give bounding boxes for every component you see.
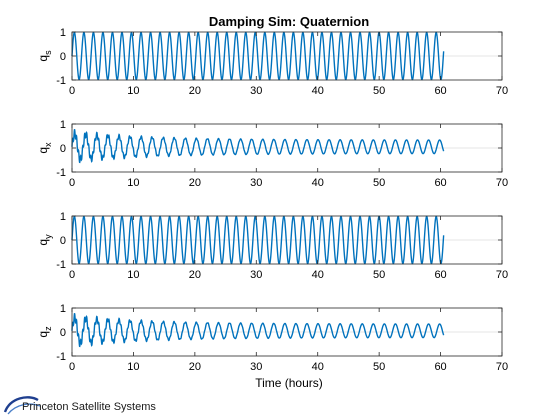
x-tick-label: 20 xyxy=(189,269,201,281)
y-tick-label: -1 xyxy=(56,75,66,87)
y-tick-label: 1 xyxy=(60,119,66,131)
x-tick-label: 70 xyxy=(496,361,508,373)
company-logo: Princeton Satellite Systems xyxy=(2,392,162,418)
y-axis-label: qs xyxy=(36,50,53,62)
y-tick-label: 0 xyxy=(60,143,66,155)
x-tick-label: 60 xyxy=(434,177,446,189)
x-tick-label: 50 xyxy=(373,269,385,281)
y-axis-label: qy xyxy=(36,234,53,246)
series-line-1 xyxy=(71,31,445,81)
y-tick-label: -1 xyxy=(56,259,66,271)
x-tick-label: 30 xyxy=(250,361,262,373)
x-tick-label: 40 xyxy=(312,269,324,281)
x-tick-label: 0 xyxy=(69,361,75,373)
x-tick-label: 40 xyxy=(312,85,324,97)
y-tick-label: 0 xyxy=(60,327,66,339)
x-tick-label: 60 xyxy=(434,269,446,281)
x-tick-label: 40 xyxy=(312,361,324,373)
x-tick-label: 60 xyxy=(434,85,446,97)
x-tick-label: 20 xyxy=(189,85,201,97)
y-tick-label: -1 xyxy=(56,351,66,363)
x-tick-label: 70 xyxy=(496,177,508,189)
series-line-3 xyxy=(71,215,445,265)
x-tick-label: 30 xyxy=(250,177,262,189)
x-tick-label: 10 xyxy=(127,85,139,97)
x-tick-label: 50 xyxy=(373,85,385,97)
y-tick-label: 0 xyxy=(60,235,66,247)
x-tick-label: 30 xyxy=(250,85,262,97)
x-tick-label: 10 xyxy=(127,361,139,373)
x-tick-label: 20 xyxy=(189,361,201,373)
y-tick-label: 1 xyxy=(60,303,66,315)
y-tick-label: 0 xyxy=(60,51,66,63)
y-tick-label: 1 xyxy=(60,211,66,223)
x-axis-label: Time (hours) xyxy=(255,376,323,390)
orbit-logo-icon xyxy=(3,396,41,415)
series-line-4 xyxy=(71,313,445,348)
x-tick-label: 0 xyxy=(69,85,75,97)
y-tick-label: 1 xyxy=(60,27,66,39)
x-tick-label: 70 xyxy=(496,85,508,97)
figure-title: Damping Sim: Quaternion xyxy=(209,14,369,29)
x-tick-label: 40 xyxy=(312,177,324,189)
x-tick-label: 0 xyxy=(69,177,75,189)
x-tick-label: 70 xyxy=(496,269,508,281)
y-axis-label: qx xyxy=(36,142,53,154)
x-tick-label: 60 xyxy=(434,361,446,373)
logo-text: Princeton Satellite Systems xyxy=(22,401,156,413)
x-tick-label: 20 xyxy=(189,177,201,189)
x-tick-label: 0 xyxy=(69,269,75,281)
series-line-2 xyxy=(71,129,445,164)
y-tick-label: -1 xyxy=(56,167,66,179)
x-tick-label: 50 xyxy=(373,177,385,189)
y-axis-label: qz xyxy=(36,326,53,338)
x-tick-label: 10 xyxy=(127,269,139,281)
x-tick-label: 10 xyxy=(127,177,139,189)
x-tick-label: 30 xyxy=(250,269,262,281)
x-tick-label: 50 xyxy=(373,361,385,373)
